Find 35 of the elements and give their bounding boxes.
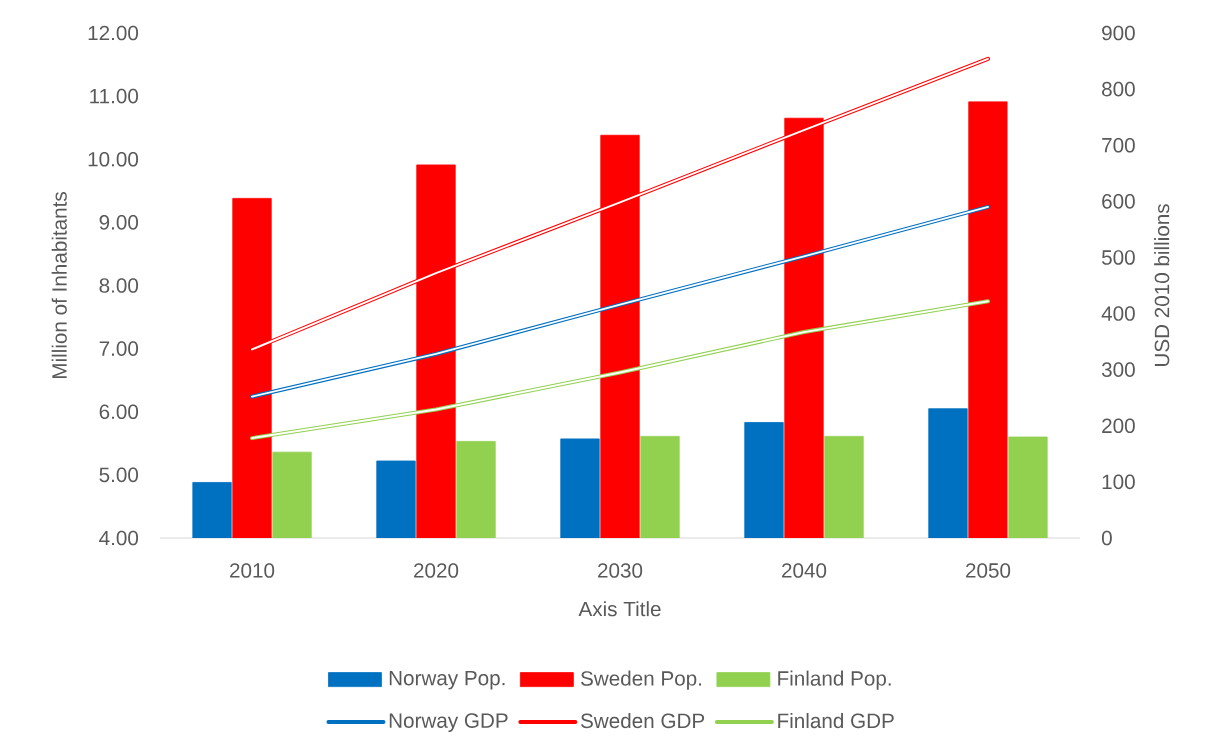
x-tick-label: 2010 <box>230 563 275 578</box>
y2-tick-label: 400 <box>1101 306 1135 321</box>
y2-tick-label: 300 <box>1101 362 1135 377</box>
legend-label: Sweden Pop. <box>580 670 702 690</box>
x-axis-title: Axis Title <box>578 601 661 617</box>
y-tick-label: 9.00 <box>99 215 139 230</box>
line-series <box>250 299 990 441</box>
legend-label: Sweden GDP <box>580 713 705 729</box>
legend-label: Norway GDP <box>389 713 508 732</box>
x-tick-label: 2030 <box>598 563 643 578</box>
y2-tick-label: 900 <box>1102 25 1135 41</box>
legend-label: Finland Pop. <box>778 670 891 690</box>
y-tick-label: 11.00 <box>90 88 139 104</box>
y-tick-label: 8.00 <box>99 278 139 293</box>
legend-label: Finland GDP <box>778 713 894 729</box>
y-tick-label: 10.00 <box>88 151 139 167</box>
x-tick-label: 2040 <box>782 563 827 578</box>
y2-tick-label: 600 <box>1102 194 1135 209</box>
x-tick-label: 2050 <box>966 563 1011 578</box>
y2-tick-label: 500 <box>1101 250 1135 265</box>
y-axis-title: Million of Inhabitants <box>51 192 67 378</box>
y2-tick-label: 200 <box>1102 418 1135 434</box>
x-tick-label: 2020 <box>414 563 459 578</box>
y-tick-label: 5.00 <box>99 467 139 483</box>
y-tick-label: 7.00 <box>99 341 139 356</box>
legend-label: Norway Pop. <box>389 670 505 690</box>
y2-tick-label: 800 <box>1102 81 1135 97</box>
y-tick-label: 12.00 <box>88 25 139 41</box>
y-tick-label: 6.00 <box>99 404 139 420</box>
y2-tick-label: 700 <box>1102 137 1135 153</box>
y2-axis-title: USD 2010 billions <box>1154 204 1170 367</box>
line-series <box>250 204 990 399</box>
y-tick-label: 4.00 <box>99 530 139 546</box>
y2-tick-label: 0 <box>1101 530 1112 546</box>
y2-tick-label: 100 <box>1102 474 1135 490</box>
